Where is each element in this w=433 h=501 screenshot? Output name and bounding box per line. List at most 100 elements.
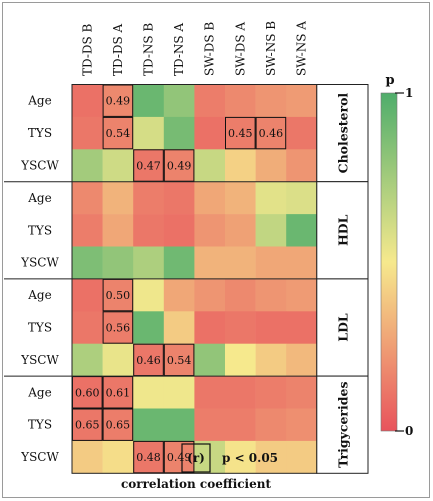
heatmap-cell [286,376,318,409]
heatmap-cell [163,440,195,474]
heatmap-cell [102,311,134,344]
column-label: SW-DS B [203,22,217,76]
heatmap-cell [163,311,195,344]
heatmap-cell [194,343,226,377]
heatmap-cell [286,278,318,312]
heatmap-cell [194,116,226,150]
heatmap-cell [163,116,195,150]
heatmap-cell [133,214,165,247]
heatmap-cell [286,246,318,280]
heatmap-cell [225,214,256,247]
row-label: Age [27,94,51,108]
heatmap-cell [286,343,318,377]
heatmap-cell [133,116,165,150]
heatmap-cell [255,311,287,344]
heatmap-cell [255,246,287,280]
column-label: SW-DS A [233,22,247,76]
group-label-box [316,278,369,377]
heatmap-cell [72,343,103,377]
heatmap-cell [72,246,103,280]
heatmap-cell [286,408,318,442]
row-label: TYS [28,223,52,237]
heatmap-cell [225,376,256,409]
cell-value: 0.54 [167,354,192,367]
heatmap-cell [255,181,287,215]
group-label-box [316,181,369,280]
significance-condition: p < 0.05 [222,451,278,465]
colorbar-title: p [385,73,394,88]
significance-box [102,311,134,344]
heatmap-cell [255,440,287,474]
heatmap-cell [194,84,226,118]
heatmap-cell [133,376,165,409]
row-label: TYS [28,321,52,335]
heatmap-cell [72,214,103,247]
row-label: TYS [28,418,52,432]
heatmap-cell [163,278,195,312]
cell-value: 0.47 [136,160,161,173]
cell-value: 0.49 [167,451,192,464]
heatmap-cell [72,181,103,215]
heatmap-cell [133,311,165,344]
heatmap-cell [225,181,256,215]
heatmap-cell [72,311,103,344]
heatmap-cell [72,278,103,312]
heatmap-cell [286,116,318,150]
heatmap-cell [72,84,103,118]
heatmap-cell [225,246,256,280]
cell-value: 0.46 [136,354,161,367]
heatmap-cell [163,408,195,442]
heatmap-cell [133,408,165,442]
heatmap-cell [102,376,134,409]
heatmap-cell [255,278,287,312]
column-label: TD-NS A [172,23,186,76]
cell-value: 0.49 [167,160,192,173]
heatmap-cell [102,214,134,247]
row-label: YSCW [20,159,59,173]
heatmap-cell [102,343,134,377]
significance-box [102,116,134,150]
heatmap-cell [194,408,226,442]
heatmap-cell [102,84,134,118]
heatmap-cell [194,311,226,344]
column-label: TD-NS B [142,23,156,76]
group-label: Cholesterol [335,93,350,174]
significance-box [225,116,256,150]
heatmap-cell [225,343,256,377]
heatmap-cell [163,214,195,247]
heatmap-cell [102,149,134,182]
cell-value: 0.48 [136,451,161,464]
heatmap-cell [255,116,287,150]
heatmap-cell [72,376,103,409]
heatmap-cell [102,408,134,442]
heatmap-cell [255,84,287,118]
heatmap-cell [163,376,195,409]
significance-legend-symbol: (r) [187,451,205,465]
group-label: LDL [335,313,350,342]
cell-value: 0.61 [106,386,131,399]
row-label: TYS [28,126,52,140]
row-label: YSCW [20,256,59,270]
heatmap-cell [163,84,195,118]
heatmap-cell [194,278,226,312]
significance-legend-box [181,443,211,473]
heatmap-cell [225,84,256,118]
cell-value: 0.65 [75,419,100,432]
column-label: TD-DS B [80,23,94,76]
heatmap-cell [225,278,256,312]
column-label: SW-NS A [295,21,309,76]
heatmap-cell [163,246,195,280]
column-label: SW-NS B [264,21,278,76]
heatmap-cell [163,181,195,215]
cell-value: 0.45 [228,127,253,140]
heatmap-cell [225,408,256,442]
heatmap-cell [133,84,165,118]
heatmap-cell [133,343,165,377]
group-label-box [316,375,369,474]
heatmap-cell [72,116,103,150]
group-label: HDL [335,214,350,246]
group-label-box [316,84,369,183]
heatmap-cell [102,278,134,312]
heatmap-cell [286,181,318,215]
